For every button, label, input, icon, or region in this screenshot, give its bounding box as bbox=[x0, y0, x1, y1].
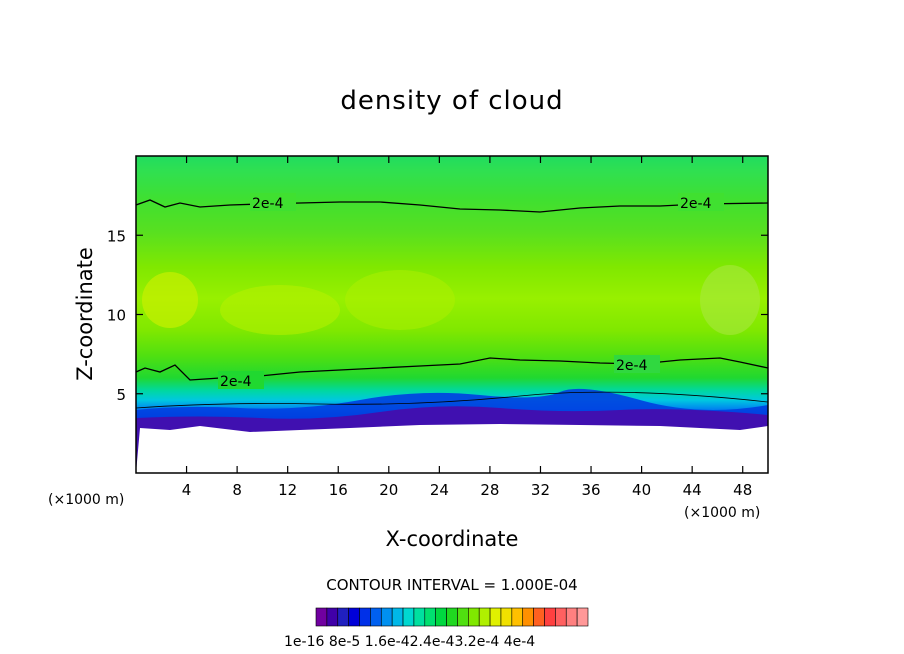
x-tick-label: 12 bbox=[278, 481, 297, 499]
colorbar-swatch bbox=[468, 607, 480, 627]
x-tick-label: 48 bbox=[733, 481, 752, 499]
x-tick-label: 28 bbox=[480, 481, 499, 499]
colorbar-swatch bbox=[402, 607, 415, 627]
colorbar-labels: 1e-16 8e-5 1.6e-42.4e-43.2e-4 4e-4 bbox=[284, 634, 536, 650]
x-tick-label: 32 bbox=[531, 481, 550, 499]
colorbar-swatch bbox=[555, 607, 567, 627]
x-axis-ticks: 4 8 12 16 20 24 28 32 36 40 44 48 bbox=[182, 156, 752, 499]
colorbar-swatch bbox=[533, 607, 545, 627]
contour-label: 2e-4 bbox=[220, 374, 252, 390]
x-tick-label: 40 bbox=[632, 481, 651, 499]
colorbar-swatch bbox=[370, 607, 382, 627]
colorbar-swatch bbox=[544, 607, 556, 627]
colorbar-swatch bbox=[489, 607, 502, 627]
colorbar-swatch bbox=[424, 607, 436, 627]
colorbar-swatch bbox=[337, 607, 349, 627]
colorbar-swatch bbox=[565, 607, 578, 627]
colorbar bbox=[315, 607, 589, 627]
colorbar-swatch bbox=[413, 607, 426, 627]
x-unit-label: (×1000 m) bbox=[684, 505, 760, 521]
colorbar-swatch bbox=[522, 607, 534, 627]
x-tick-label: 4 bbox=[182, 481, 192, 499]
contour-label: 2e-4 bbox=[680, 196, 712, 212]
contour-label: 2e-4 bbox=[616, 358, 648, 374]
x-tick-label: 36 bbox=[581, 481, 600, 499]
y-tick-label: 10 bbox=[107, 307, 126, 325]
colorbar-swatch bbox=[457, 607, 469, 627]
colorbar-swatch bbox=[380, 607, 393, 627]
y-axis-ticks: 5 10 15 bbox=[107, 227, 768, 404]
x-tick-label: 8 bbox=[232, 481, 242, 499]
chart-title: density of cloud bbox=[340, 86, 564, 116]
y-unit-label: (×1000 m) bbox=[48, 492, 124, 508]
contour-interval-text: CONTOUR INTERVAL = 1.000E-04 bbox=[326, 576, 578, 594]
cloud-density-field bbox=[136, 156, 768, 473]
colorbar-swatch bbox=[446, 607, 458, 627]
colorbar-swatch bbox=[326, 607, 339, 627]
colorbar-swatch bbox=[391, 607, 404, 627]
contour-label: 2e-4 bbox=[252, 196, 284, 212]
colorbar-swatch bbox=[576, 607, 589, 627]
colorbar-swatch bbox=[511, 607, 524, 627]
x-axis-title: X-coordinate bbox=[386, 527, 519, 551]
x-tick-label: 16 bbox=[329, 481, 348, 499]
y-tick-label: 15 bbox=[107, 227, 126, 245]
colorbar-swatch bbox=[435, 607, 447, 627]
x-tick-label: 44 bbox=[683, 481, 702, 499]
colorbar-swatch bbox=[500, 607, 513, 627]
colorbar-swatch bbox=[478, 607, 491, 627]
y-axis-title: Z-coordinate bbox=[73, 247, 97, 381]
colorbar-swatch bbox=[315, 607, 328, 627]
colorbar-swatch bbox=[359, 607, 371, 627]
x-tick-label: 20 bbox=[379, 481, 398, 499]
y-tick-label: 5 bbox=[116, 386, 126, 404]
colorbar-swatch bbox=[348, 607, 360, 627]
x-tick-label: 24 bbox=[430, 481, 449, 499]
